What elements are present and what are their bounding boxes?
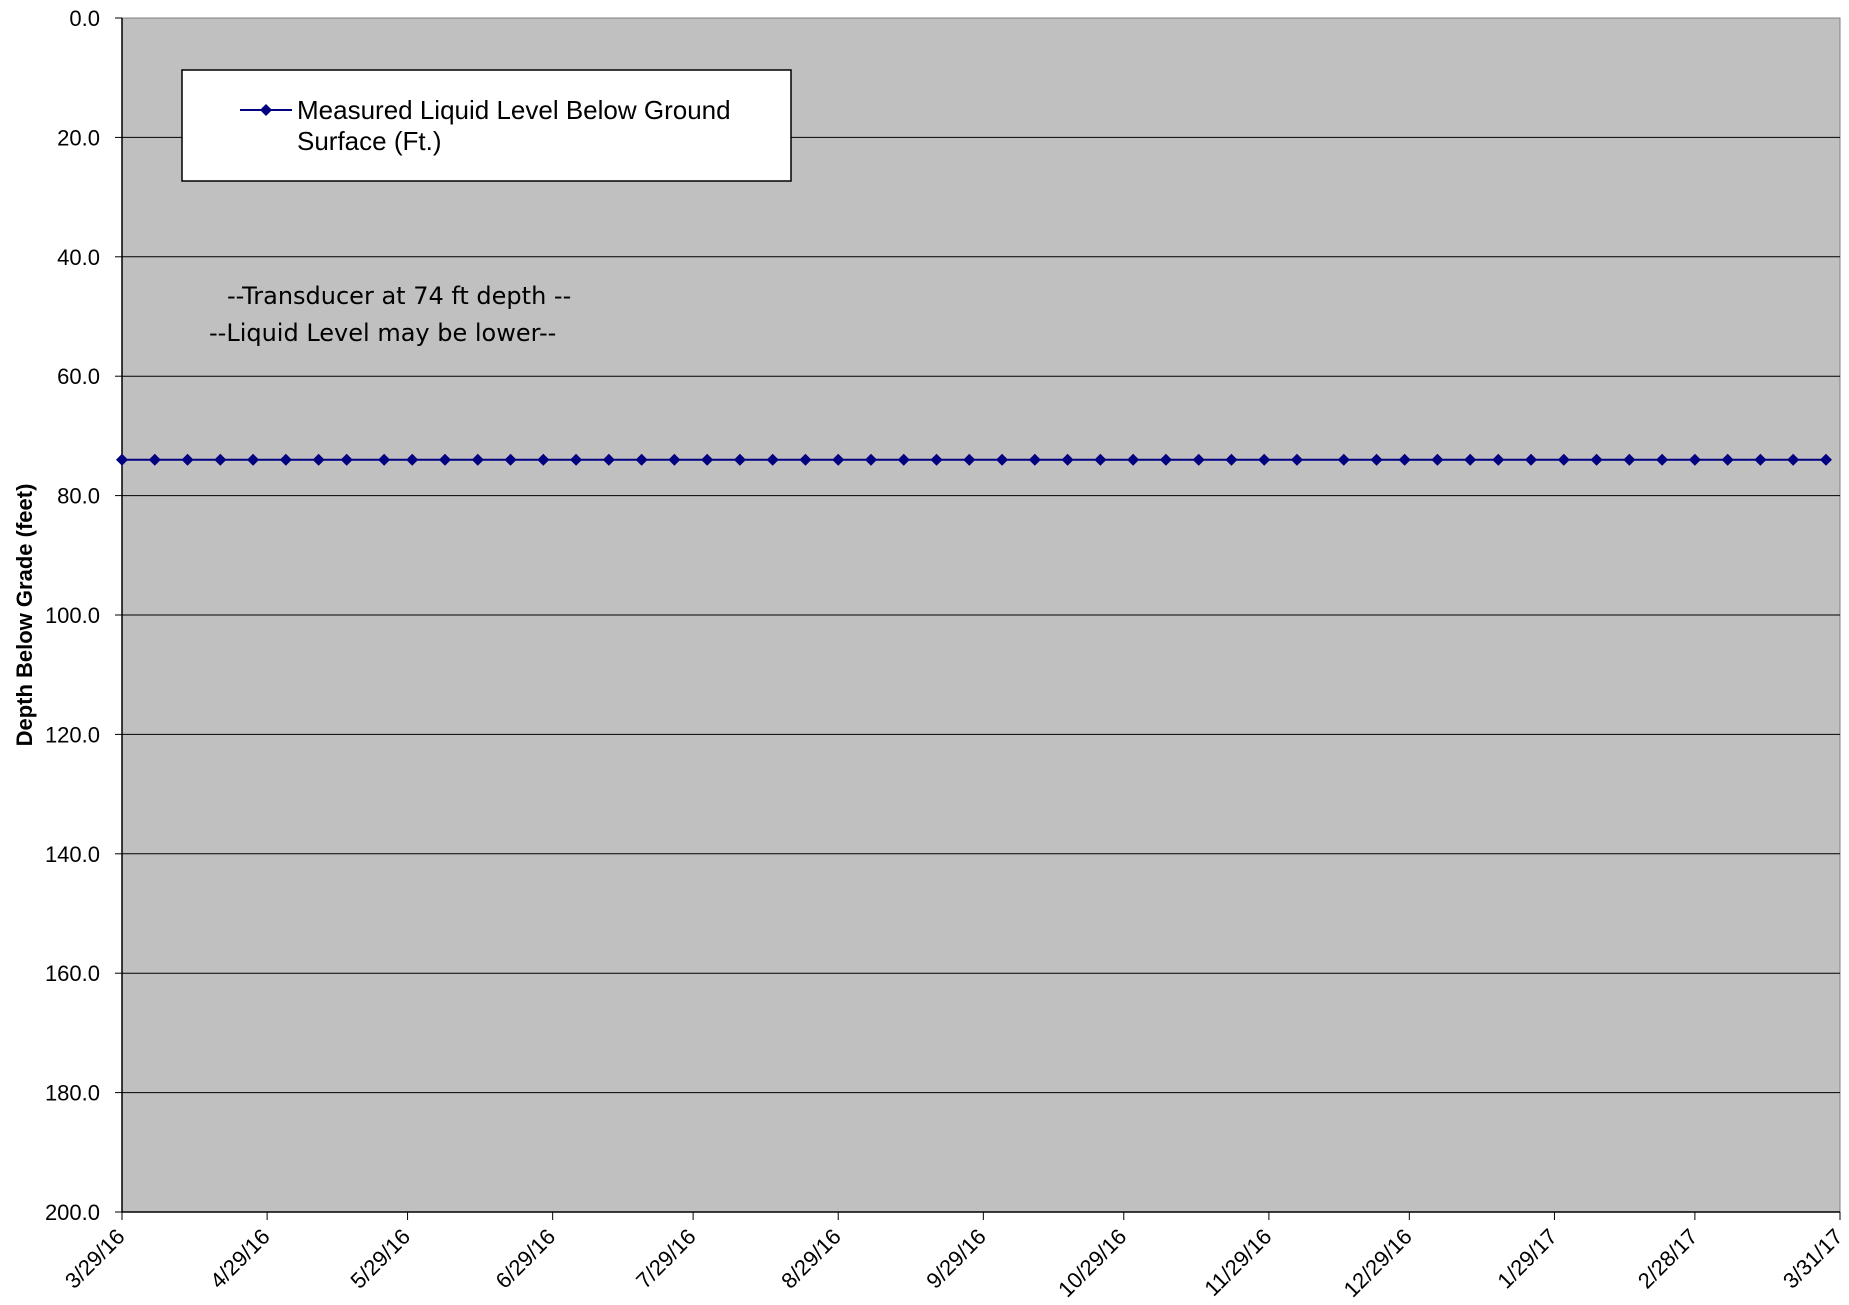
annotation-transducer: --Transducer at 74 ft depth -- [227, 282, 571, 310]
x-tick-label: 4/29/16 [205, 1224, 275, 1294]
x-tick-label: 7/29/16 [631, 1224, 701, 1294]
y-tick-label: 20.0 [57, 125, 100, 150]
y-tick-label: 180.0 [45, 1081, 100, 1106]
legend: Measured Liquid Level Below Ground Surfa… [182, 70, 791, 181]
y-tick-label: 60.0 [57, 364, 100, 389]
legend-entry-line1: Measured Liquid Level Below Ground [297, 95, 731, 125]
x-tick-label: 3/29/16 [60, 1224, 130, 1294]
x-tick-label: 12/29/16 [1339, 1224, 1417, 1302]
y-tick-label: 0.0 [69, 6, 100, 31]
y-tick-label: 140.0 [45, 842, 100, 867]
y-tick-label: 40.0 [57, 245, 100, 270]
x-tick-label: 8/29/16 [776, 1224, 846, 1294]
y-tick-label: 200.0 [45, 1200, 100, 1225]
legend-entry-line2: Surface (Ft.) [297, 126, 441, 156]
y-tick-label: 120.0 [45, 722, 100, 747]
x-tick-labels: 3/29/16 4/29/16 5/29/16 6/29/16 7/29/16 8/29/… [60, 1224, 1848, 1302]
x-tick-label: 5/29/16 [346, 1224, 416, 1294]
x-tick-label: 6/29/16 [491, 1224, 561, 1294]
legend-box [182, 70, 791, 181]
annotation-lower: --Liquid Level may be lower-- [209, 319, 556, 347]
x-tick-label: 9/29/16 [921, 1224, 991, 1294]
x-tick-label: 11/29/16 [1199, 1224, 1276, 1301]
x-tick-label: 2/28/17 [1633, 1224, 1703, 1294]
y-tick-label: 100.0 [45, 603, 100, 628]
y-tick-label: 160.0 [45, 961, 100, 986]
y-tick-label: 80.0 [57, 484, 100, 509]
x-tick-label: 3/31/17 [1778, 1224, 1848, 1294]
y-tick-labels: 0.0 20.0 40.0 60.0 80.0 100.0 120.0 140.0 160.0 1… [45, 6, 100, 1225]
x-tick-label: 10/29/16 [1053, 1224, 1131, 1302]
y-axis-title: Depth Below Grade (feet) [12, 484, 37, 747]
x-tick-label: 1/29/17 [1492, 1224, 1562, 1294]
